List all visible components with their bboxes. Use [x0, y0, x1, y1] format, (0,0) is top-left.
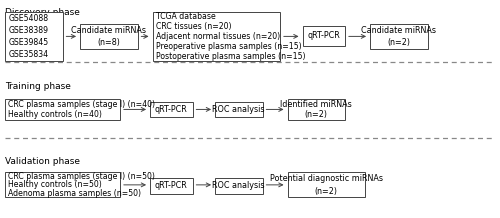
Text: (n=8): (n=8) — [98, 38, 120, 47]
Text: GSE39845: GSE39845 — [9, 38, 49, 47]
Text: Identified miRNAs: Identified miRNAs — [280, 100, 352, 109]
Text: Preoperative plasma samples (n=15): Preoperative plasma samples (n=15) — [156, 42, 301, 51]
Text: CRC tissues (n=20): CRC tissues (n=20) — [156, 22, 231, 31]
Text: ROC analysis: ROC analysis — [212, 105, 265, 114]
Text: (n=2): (n=2) — [305, 110, 328, 119]
Bar — [152, 12, 280, 61]
Text: (n=2): (n=2) — [315, 187, 338, 196]
Text: qRT-PCR: qRT-PCR — [155, 181, 188, 190]
Text: (n=2): (n=2) — [387, 38, 410, 47]
Text: TCGA database: TCGA database — [156, 12, 215, 21]
Bar — [288, 172, 365, 197]
Text: Healthy controls (n=40): Healthy controls (n=40) — [8, 110, 102, 119]
Text: CRC plasma samples (stage I) (n=50): CRC plasma samples (stage I) (n=50) — [8, 172, 155, 181]
Text: Candidate miRNAs: Candidate miRNAs — [72, 26, 146, 35]
Bar — [5, 99, 120, 120]
Bar — [5, 172, 120, 197]
Text: GSE38389: GSE38389 — [9, 26, 49, 35]
Text: GSE54088: GSE54088 — [9, 14, 49, 23]
Text: Discovery phase: Discovery phase — [5, 8, 80, 17]
Text: Training phase: Training phase — [5, 82, 71, 91]
Text: GSE35834: GSE35834 — [9, 50, 49, 60]
Bar — [150, 102, 192, 117]
Bar — [288, 99, 345, 120]
Bar — [215, 102, 262, 117]
Text: Adenoma plasma samples (n=50): Adenoma plasma samples (n=50) — [8, 189, 141, 198]
Bar — [150, 178, 192, 194]
Text: Healthy controls (n=50): Healthy controls (n=50) — [8, 180, 102, 189]
Bar — [80, 24, 138, 49]
Bar — [215, 178, 262, 194]
Text: CRC plasma samples (stage I) (n=40): CRC plasma samples (stage I) (n=40) — [8, 100, 155, 109]
Text: Postoperative plasma samples (n=15): Postoperative plasma samples (n=15) — [156, 52, 305, 61]
Text: qRT-PCR: qRT-PCR — [308, 31, 340, 41]
Bar — [370, 24, 428, 49]
Text: Potential diagnostic miRNAs: Potential diagnostic miRNAs — [270, 174, 383, 183]
Text: Adjacent normal tissues (n=20): Adjacent normal tissues (n=20) — [156, 32, 280, 41]
Text: ROC analysis: ROC analysis — [212, 181, 265, 190]
Text: qRT-PCR: qRT-PCR — [155, 105, 188, 114]
Text: Candidate miRNAs: Candidate miRNAs — [361, 26, 436, 35]
Text: Validation phase: Validation phase — [5, 157, 80, 166]
Bar — [5, 12, 62, 61]
Bar — [302, 26, 345, 46]
